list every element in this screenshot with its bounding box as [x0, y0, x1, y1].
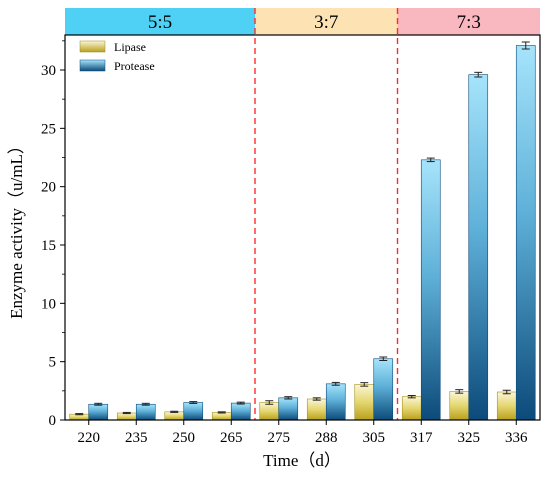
- legend: Lipase Protease: [79, 40, 155, 73]
- y-tick-label-10: 10: [41, 296, 56, 312]
- x-tick-label-305: 305: [363, 430, 386, 446]
- x-tick-label-325: 325: [458, 430, 481, 446]
- y-tick-label-0: 0: [49, 413, 57, 429]
- bar-protease-250: [183, 402, 204, 421]
- phase-header-1: [255, 8, 398, 35]
- bar-protease-288: [325, 383, 346, 421]
- x-tick-label-265: 265: [220, 430, 243, 446]
- phase-label-0: 5:5: [148, 12, 172, 33]
- y-tick-label-5: 5: [49, 355, 57, 371]
- y-tick-label-30: 30: [41, 63, 56, 79]
- phase-label-2: 7:3: [457, 12, 481, 33]
- bar-lipase-305: [354, 384, 375, 421]
- bar-protease-265: [230, 402, 251, 421]
- bar-lipase-250: [164, 411, 185, 421]
- legend-label-lipase: Lipase: [114, 40, 146, 54]
- x-tick-label-336: 336: [505, 430, 528, 446]
- phase-header-0: [65, 8, 255, 35]
- x-tick-label-250: 250: [173, 430, 196, 446]
- x-tick-label-275: 275: [268, 430, 291, 446]
- plot-frame: [64, 34, 541, 421]
- bar-lipase-325: [449, 391, 470, 421]
- x-tick-label-220: 220: [78, 430, 101, 446]
- bars-layer: [69, 41, 536, 421]
- phase-dividers: [254, 8, 399, 420]
- bar-protease-305: [373, 358, 394, 421]
- bar-lipase-336: [496, 391, 517, 421]
- y-tick-label-25: 25: [41, 121, 56, 137]
- phase-header-2: [397, 8, 540, 35]
- bar-lipase-275: [259, 402, 280, 421]
- bar-protease-336: [515, 45, 536, 421]
- y-axis: 0 5 10 15 20 25 30: [41, 40, 65, 429]
- bar-lipase-317: [401, 396, 422, 421]
- x-axis: 220 235 250 265 275 288 305 317 325 336: [78, 420, 528, 446]
- legend-swatch-protease: [79, 59, 106, 72]
- legend-label-protease: Protease: [114, 59, 155, 73]
- phase-band: 5:5 3:7 7:3: [65, 8, 540, 35]
- phase-label-1: 3:7: [314, 12, 338, 33]
- bar-protease-317: [420, 159, 441, 421]
- bar-protease-275: [278, 397, 299, 421]
- x-axis-label: Time（d）: [263, 451, 341, 470]
- x-tick-label-288: 288: [315, 430, 338, 446]
- bar-lipase-288: [306, 398, 327, 421]
- bar-protease-325: [468, 74, 489, 421]
- x-tick-label-235: 235: [125, 430, 148, 446]
- y-axis-label: Enzyme activity（u/mL）: [7, 137, 26, 319]
- y-tick-label-15: 15: [41, 238, 56, 254]
- bar-protease-220: [88, 403, 109, 421]
- bar-lipase-265: [211, 412, 232, 421]
- x-tick-label-317: 317: [410, 430, 433, 446]
- y-tick-label-20: 20: [41, 180, 56, 196]
- bar-protease-235: [135, 403, 156, 421]
- legend-swatch-lipase: [79, 40, 106, 53]
